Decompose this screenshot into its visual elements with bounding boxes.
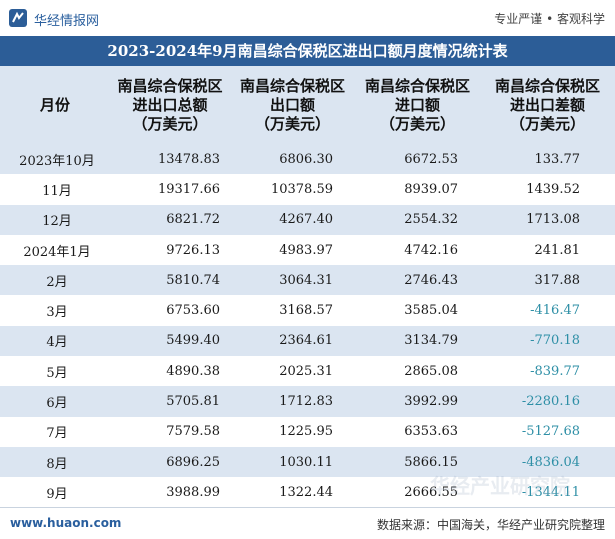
cell-balance: -4836.04	[480, 446, 615, 478]
site-url[interactable]: www.huaon.com	[10, 516, 122, 530]
cell-total: 6896.25	[110, 446, 230, 478]
cell-balance: 1713.08	[480, 204, 615, 235]
cell-import: 2746.43	[355, 265, 480, 296]
cell-export: 1225.95	[230, 416, 355, 447]
cell-export: 3168.57	[230, 295, 355, 326]
table-row: 5月 4890.38 2025.31 2865.08 -839.77	[0, 356, 615, 387]
cell-import: 2554.32	[355, 204, 480, 235]
table-row: 12月 6821.72 4267.40 2554.32 1713.08	[0, 204, 615, 235]
header-row: 月份 南昌综合保税区 进出口总额 （万美元） 南昌综合保税区 出口额 （万美元）…	[0, 66, 615, 144]
table-row: 7月 7579.58 1225.95 6353.63 -5127.68	[0, 416, 615, 447]
cell-month: 7月	[0, 416, 110, 447]
huajing-logo-icon	[9, 9, 27, 27]
cell-export: 2364.61	[230, 325, 355, 357]
cell-balance: -839.77	[480, 356, 615, 387]
footer: www.huaon.com 数据来源：中国海关，华经产业研究院整理	[0, 507, 615, 539]
cell-month: 12月	[0, 204, 110, 235]
cell-import: 6353.63	[355, 416, 480, 447]
brand-name: 华经情报网	[34, 14, 100, 29]
cell-total: 5499.40	[110, 325, 230, 357]
cell-import: 2865.08	[355, 356, 480, 387]
table-row: 3月 6753.60 3168.57 3585.04 -416.47	[0, 295, 615, 326]
table-row: 6月 5705.81 1712.83 3992.99 -2280.16	[0, 386, 615, 417]
cell-import: 3992.99	[355, 386, 480, 417]
table-row: 2023年10月 13478.83 6806.30 6672.53 133.77	[0, 144, 615, 175]
cell-import: 4742.16	[355, 234, 480, 266]
cell-import: 6672.53	[355, 144, 480, 175]
cell-export: 6806.30	[230, 144, 355, 175]
cell-balance: 241.81	[480, 234, 615, 266]
cell-export: 4267.40	[230, 204, 355, 235]
header-month: 月份	[0, 66, 110, 144]
cell-total: 19317.66	[110, 174, 230, 205]
cell-month: 8月	[0, 446, 110, 478]
cell-export: 4983.97	[230, 234, 355, 266]
cell-total: 9726.13	[110, 234, 230, 266]
slogan: 专业严谨 • 客观科学	[494, 12, 605, 26]
cell-month: 6月	[0, 386, 110, 417]
header-export: 南昌综合保税区 出口额 （万美元）	[230, 66, 355, 144]
cell-month: 9月	[0, 477, 110, 508]
cell-balance: -5127.68	[480, 416, 615, 447]
table-row: 8月 6896.25 1030.11 5866.15 -4836.04	[0, 446, 615, 478]
header-balance: 南昌综合保税区 进出口差额 （万美元）	[480, 66, 615, 144]
cell-export: 1030.11	[230, 446, 355, 478]
cell-balance: -1344.11	[480, 477, 615, 508]
trade-table: 月份 南昌综合保税区 进出口总额 （万美元） 南昌综合保税区 出口额 （万美元）…	[0, 66, 615, 508]
cell-total: 4890.38	[110, 356, 230, 387]
cell-export: 2025.31	[230, 356, 355, 387]
table-row: 11月 19317.66 10378.59 8939.07 1439.52	[0, 174, 615, 205]
cell-export: 1322.44	[230, 477, 355, 508]
cell-month: 2月	[0, 265, 110, 296]
cell-balance: -2280.16	[480, 386, 615, 417]
table-row: 2月 5810.74 3064.31 2746.43 317.88	[0, 265, 615, 296]
table-row: 4月 5499.40 2364.61 3134.79 -770.18	[0, 325, 615, 357]
cell-export: 3064.31	[230, 265, 355, 296]
header-import: 南昌综合保税区 进口额 （万美元）	[355, 66, 480, 144]
cell-balance: 317.88	[480, 265, 615, 296]
cell-export: 1712.83	[230, 386, 355, 417]
title-bar: 2023-2024年9月南昌综合保税区进出口额月度情况统计表	[0, 36, 615, 66]
cell-total: 7579.58	[110, 416, 230, 447]
cell-balance: 1439.52	[480, 174, 615, 205]
cell-month: 11月	[0, 174, 110, 205]
data-source: 数据来源：中国海关，华经产业研究院整理	[376, 518, 605, 532]
cell-total: 5705.81	[110, 386, 230, 417]
cell-export: 10378.59	[230, 174, 355, 205]
cell-month: 5月	[0, 356, 110, 387]
cell-total: 13478.83	[110, 144, 230, 175]
header-total: 南昌综合保税区 进出口总额 （万美元）	[110, 66, 230, 144]
cell-import: 5866.15	[355, 446, 480, 478]
table-row: 9月 3988.99 1322.44 2666.55 -1344.11	[0, 477, 615, 508]
cell-balance: -770.18	[480, 325, 615, 357]
cell-month: 2024年1月	[0, 234, 110, 266]
top-bar: 华经情报网 专业严谨 • 客观科学	[0, 0, 615, 36]
cell-month: 2023年10月	[0, 144, 110, 175]
cell-month: 4月	[0, 325, 110, 357]
cell-balance: -416.47	[480, 295, 615, 326]
cell-month: 3月	[0, 295, 110, 326]
table-row: 2024年1月 9726.13 4983.97 4742.16 241.81	[0, 234, 615, 266]
cell-import: 8939.07	[355, 174, 480, 205]
page-title: 2023-2024年9月南昌综合保税区进出口额月度情况统计表	[107, 42, 508, 60]
cell-total: 3988.99	[110, 477, 230, 508]
cell-total: 5810.74	[110, 265, 230, 296]
cell-import: 3585.04	[355, 295, 480, 326]
cell-total: 6821.72	[110, 204, 230, 235]
cell-import: 3134.79	[355, 325, 480, 357]
cell-balance: 133.77	[480, 144, 615, 175]
cell-total: 6753.60	[110, 295, 230, 326]
cell-import: 2666.55	[355, 477, 480, 508]
